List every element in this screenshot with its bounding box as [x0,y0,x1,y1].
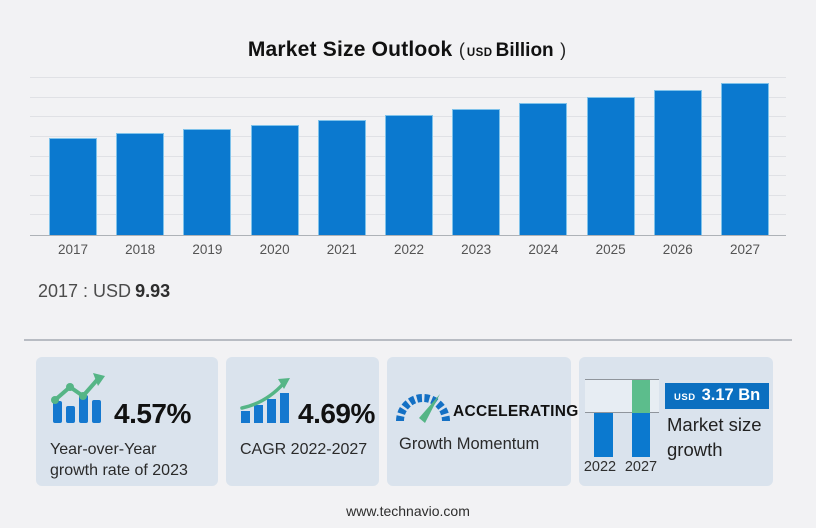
yoy-stat-row: 4.57% [50,373,206,428]
x-tick-label: 2019 [192,242,223,257]
bar-chart-plot [30,77,786,236]
footer-url: www.technavio.com [346,503,470,519]
x-tick-label: 2017 [57,242,89,257]
mini-mid-line [585,412,659,413]
stat-cards: 4.57% Year-over-Year growth rate of 2023… [36,357,773,486]
mini-bar-2022 [594,413,613,457]
momentum-value: ACCELERATING [453,403,579,420]
bar-2026 [653,90,702,235]
yoy-label: Year-over-Year growth rate of 2023 [50,441,188,480]
x-tick-label: 2027 [729,242,761,257]
section-divider [24,339,792,341]
mini-label-2027: 2027 [624,459,658,475]
bar-2022 [385,114,433,235]
growth-arrow-icon [240,377,292,428]
annotation-value: 9.93 [135,281,171,301]
chart-title-text: Market Size Outlook [247,38,453,61]
cagr-label: CAGR 2022-2027 [240,441,368,458]
title-unit: Billion [495,40,554,61]
gridline [30,96,786,98]
title-paren-open: ( [458,40,465,60]
mini-bar-2027-growth [632,380,650,413]
card-cagr: 4.69% CAGR 2022-2027 [226,357,379,486]
x-tick-label: 2023 [461,242,492,257]
gridline [30,77,786,79]
x-tick-label: 2021 [326,242,357,257]
x-axis-labels: 2017 2018 2019 2020 2021 2022 2023 2024 2025 2026… [30,242,786,260]
title-paren-close: ) [560,40,567,60]
bar-2025 [586,96,635,235]
x-tick-label: 2020 [259,242,290,257]
bar-2020 [250,124,299,235]
title-currency: USD [466,47,493,59]
mini-bar-2027-base [632,413,650,457]
x-tick-label: 2018 [125,242,156,257]
market-growth-label: Market size growth [667,414,762,460]
annotation-prefix: 2017 : USD [38,281,132,301]
card-yoy-growth: 4.57% Year-over-Year growth rate of 2023 [36,357,218,486]
cagr-value: 4.69% [298,398,375,429]
badge-amount: 3.17 Bn [701,386,761,404]
x-tick-label: 2022 [393,242,425,257]
bar-2027 [721,83,769,235]
momentum-label: Growth Momentum [399,435,540,453]
bar-trend-icon [50,373,108,428]
mini-growth-chart [585,379,659,457]
card-momentum: ACCELERATING Growth Momentum [387,357,578,486]
cagr-stat-row: 4.69% [240,377,375,428]
mini-label-2022: 2022 [583,459,617,475]
bar-2024 [519,103,568,235]
badge-currency: USD [674,392,696,403]
x-tick-label: 2024 [528,242,559,257]
x-tick-label: 2025 [595,242,626,257]
bar-2023 [452,109,501,235]
yoy-value: 4.57% [114,398,191,429]
card-market-growth: 2022 2027 USD 3.17 Bn Market size growth [579,357,773,486]
bar-2017 [49,137,97,235]
gauge-icon [395,385,451,432]
chart-title: Market Size Outlook (USD Billion ) [0,38,816,62]
base-year-annotation: 2017 : USD 9.93 [38,281,170,302]
mini-top-line [585,379,659,380]
bar-2019 [183,129,232,235]
x-tick-label: 2026 [662,242,693,257]
bar-2021 [317,119,366,235]
growth-badge: USD 3.17 Bn [665,383,770,409]
bar-2018 [116,133,165,235]
